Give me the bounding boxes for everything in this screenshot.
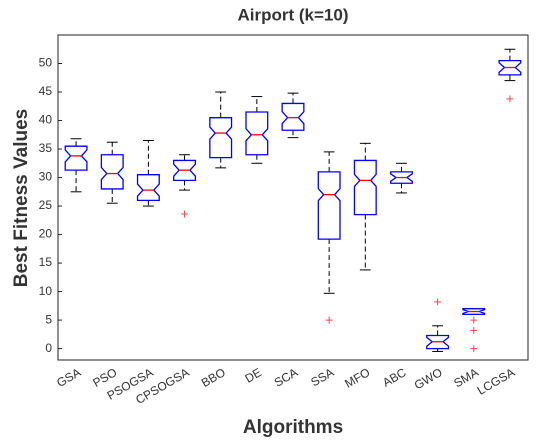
x-tick-label: SSA bbox=[308, 365, 336, 389]
y-tick-label: 10 bbox=[39, 284, 53, 298]
outlier bbox=[434, 298, 442, 306]
box bbox=[426, 334, 450, 350]
x-tick-label: MFO bbox=[342, 365, 372, 390]
y-tick-label: 5 bbox=[45, 312, 52, 326]
y-tick-label: 45 bbox=[39, 84, 53, 98]
outlier bbox=[470, 326, 478, 334]
box bbox=[245, 111, 269, 156]
x-tick-label: BBO bbox=[199, 365, 228, 390]
y-tick-label: 25 bbox=[39, 198, 53, 212]
plot-frame bbox=[57, 34, 529, 361]
y-tick-label: 50 bbox=[39, 56, 53, 70]
box bbox=[100, 154, 124, 190]
box bbox=[462, 308, 486, 316]
x-tick-label: GSA bbox=[54, 365, 83, 390]
outlier bbox=[181, 210, 189, 218]
y-tick-label: 40 bbox=[39, 113, 53, 127]
x-tick-label: ABC bbox=[380, 365, 409, 390]
y-tick-label: 35 bbox=[39, 141, 53, 155]
box bbox=[64, 145, 88, 171]
box bbox=[209, 117, 233, 159]
x-tick-label: SCA bbox=[272, 365, 300, 389]
box bbox=[317, 171, 341, 240]
y-tick-label: 0 bbox=[45, 341, 52, 355]
box bbox=[173, 159, 197, 182]
outlier bbox=[506, 95, 514, 103]
x-tick-label: DE bbox=[242, 365, 263, 385]
x-tick-label: LCGSA bbox=[475, 365, 517, 397]
outlier bbox=[325, 316, 333, 324]
x-axis-label: Algorithms bbox=[243, 417, 343, 438]
y-tick-label: 15 bbox=[39, 255, 53, 269]
box bbox=[498, 60, 522, 76]
y-axis-label: Best Fitness Values bbox=[11, 109, 32, 287]
box bbox=[136, 174, 160, 202]
box bbox=[389, 171, 413, 184]
box bbox=[281, 102, 305, 131]
x-tick-label: GWO bbox=[412, 365, 445, 392]
chart-title: Airport (k=10) bbox=[238, 5, 349, 24]
box bbox=[353, 159, 377, 216]
outlier bbox=[470, 316, 478, 324]
y-tick-label: 30 bbox=[39, 170, 53, 184]
y-tick-label: 20 bbox=[39, 227, 53, 241]
outlier bbox=[470, 345, 478, 353]
